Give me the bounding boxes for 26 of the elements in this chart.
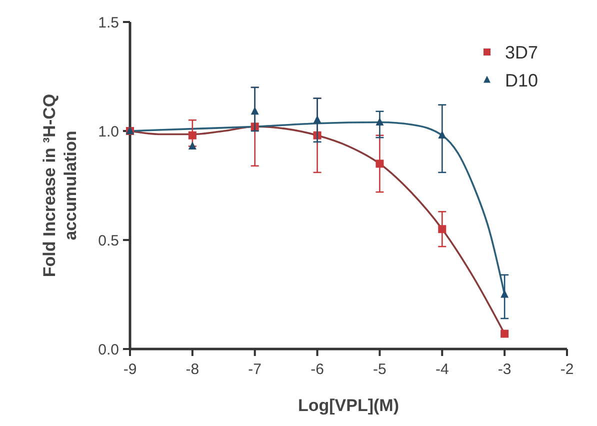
x-tick-label: -6 [310,361,324,378]
y-tick-label: 0.0 [98,341,119,358]
x-tick-label: -2 [560,361,574,378]
point [376,160,384,168]
point [188,131,196,140]
y-tick-label: 1.5 [98,14,119,32]
point [250,106,259,115]
legend-label: 3D7 [505,42,538,62]
x-axis-title: Log[VPL](M) [298,396,400,415]
x-tick-label: -8 [186,361,200,378]
y-tick-label: 1.0 [98,123,119,140]
point [313,115,322,124]
point [376,117,384,126]
x-tick-label: -4 [435,361,449,378]
x-tick-label: -5 [373,361,386,378]
x-tick-label: -9 [123,361,137,378]
y-tick-label: 0.5 [98,232,119,250]
point [438,225,446,234]
x-tick-label: -7 [248,361,262,378]
x-tick-label: -3 [498,361,512,378]
point [188,141,196,150]
point [500,330,509,338]
legend-label: D10 [505,70,538,90]
y-axis-title: Fold Increase in ³H-CQ accumulation [40,94,80,278]
point [438,130,446,139]
point [500,290,509,298]
